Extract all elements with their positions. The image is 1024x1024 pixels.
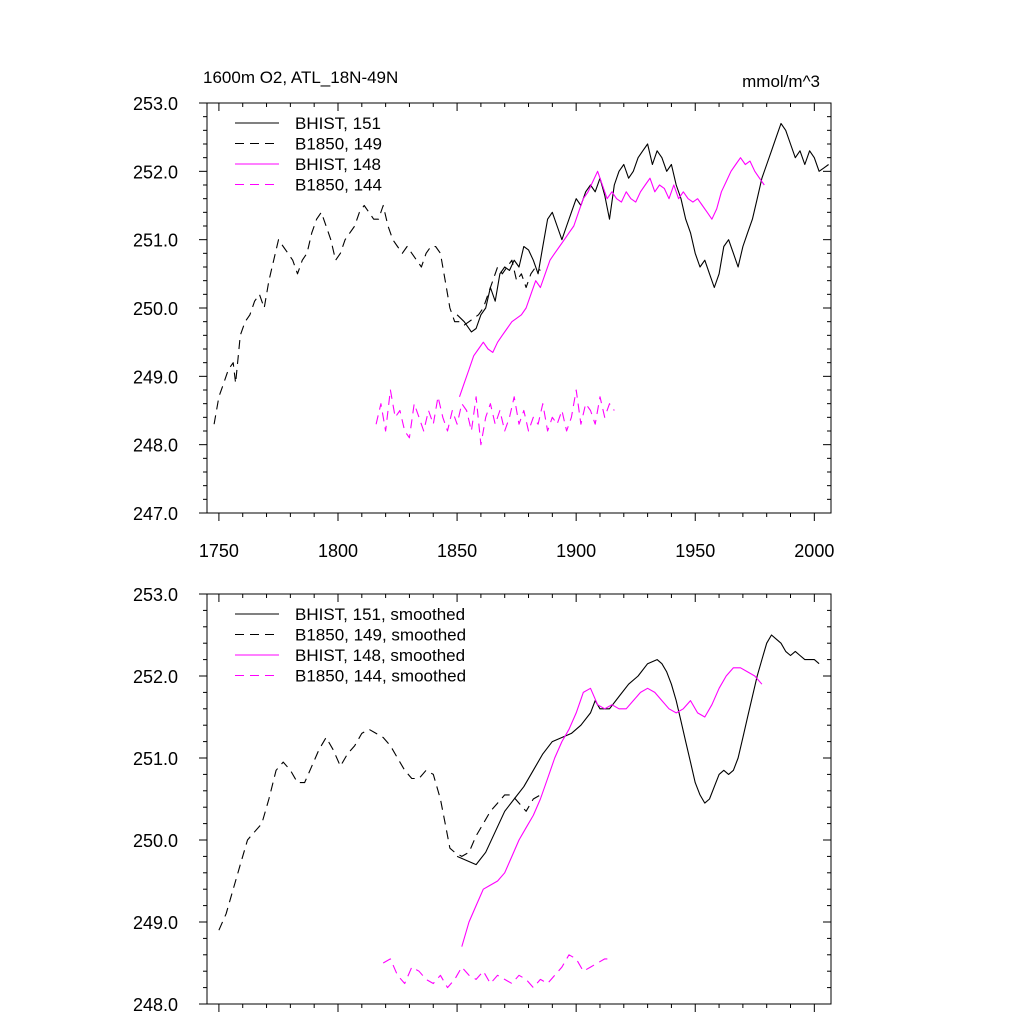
x-tick-label: 1750 xyxy=(199,541,239,561)
plot-frame xyxy=(206,593,832,1005)
x-tick-label: 1850 xyxy=(437,541,477,561)
legend-label: B1850, 149, smoothed xyxy=(295,626,466,645)
series-line-1 xyxy=(456,634,820,866)
y-tick-label: 251.0 xyxy=(133,749,178,769)
legend-label: B1850, 149 xyxy=(295,135,382,154)
series-line-2 xyxy=(218,728,541,931)
y-tick-label: 252.0 xyxy=(133,162,178,182)
y-tick-label: 253.0 xyxy=(133,585,178,605)
y-tick-label: 252.0 xyxy=(133,667,178,687)
legend-label: BHIST, 148, smoothed xyxy=(295,646,465,665)
series-line-3 xyxy=(458,157,765,397)
y-tick-label: 253.0 xyxy=(133,94,178,114)
series-line-1 xyxy=(456,122,829,333)
y-tick-label: 248.0 xyxy=(133,995,178,1015)
series-line-2 xyxy=(213,204,541,425)
legend-label: B1850, 144, smoothed xyxy=(295,667,466,686)
x-tick-label: 1800 xyxy=(318,541,358,561)
y-tick-label: 250.0 xyxy=(133,831,178,851)
y-tick-label: 251.0 xyxy=(133,231,178,251)
y-tick-label: 250.0 xyxy=(133,299,178,319)
legend-label: BHIST, 151 xyxy=(295,114,381,133)
y-tick-label: 249.0 xyxy=(133,367,178,387)
upper-panel: 1750 1800 1850 1900 1950 2000 247.0 248.0 249.0 2… xyxy=(133,94,834,561)
legend-label: BHIST, 148 xyxy=(295,155,381,174)
x-tick-label: 1900 xyxy=(556,541,596,561)
series-line-3 xyxy=(461,667,763,947)
series-line-4 xyxy=(382,954,612,989)
series-line-4 xyxy=(375,389,615,446)
y-tick-label: 247.0 xyxy=(133,504,178,524)
chart-title: 1600m O2, ATL_18N-49N xyxy=(203,68,398,87)
x-tick-label: 2000 xyxy=(794,541,834,561)
legend-label: BHIST, 151, smoothed xyxy=(295,605,465,624)
y-tick-label: 249.0 xyxy=(133,913,178,933)
y-tick-label: 248.0 xyxy=(133,436,178,456)
x-tick-label: 1950 xyxy=(675,541,715,561)
legend-label: B1850, 144 xyxy=(295,176,382,195)
chart-units: mmol/m^3 xyxy=(742,72,820,91)
lower-panel: 248.0 249.0 250.0 251.0 252.0 253.0 BHIST, 151… xyxy=(133,585,832,1015)
